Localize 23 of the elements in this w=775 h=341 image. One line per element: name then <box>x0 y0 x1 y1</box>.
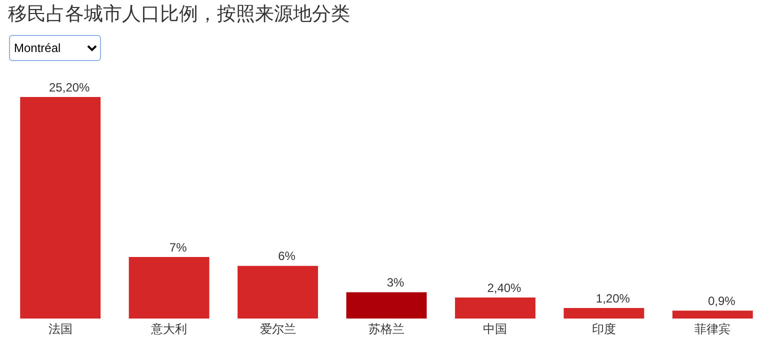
bar <box>454 297 536 319</box>
bar <box>238 266 318 319</box>
bar <box>564 308 644 319</box>
data-label: 7% <box>169 240 188 254</box>
data-label: 3% <box>386 276 404 290</box>
chart-title: 移民占各城市人口比例，按照来源地分类 <box>8 2 350 27</box>
x-tick-label: 苏格兰 <box>368 322 404 336</box>
bar <box>346 292 427 319</box>
data-label: 0,9% <box>708 294 736 308</box>
data-label: 25,20% <box>49 80 90 94</box>
x-tick-label: 菲律宾 <box>694 322 731 336</box>
city-dropdown: Montréal <box>9 35 101 61</box>
x-tick-label: 意大利 <box>150 322 188 336</box>
bar <box>672 310 753 319</box>
x-tick-label: 爱尔兰 <box>260 322 296 336</box>
x-tick-label: 法国 <box>48 322 72 336</box>
x-tick-label: 中国 <box>483 322 508 336</box>
data-label: 1,20% <box>596 291 630 306</box>
bar <box>128 257 210 319</box>
data-label: 6% <box>278 249 296 264</box>
bar <box>20 97 101 319</box>
data-label: 2,40% <box>487 280 522 295</box>
x-tick-label: 印度 <box>592 322 616 336</box>
